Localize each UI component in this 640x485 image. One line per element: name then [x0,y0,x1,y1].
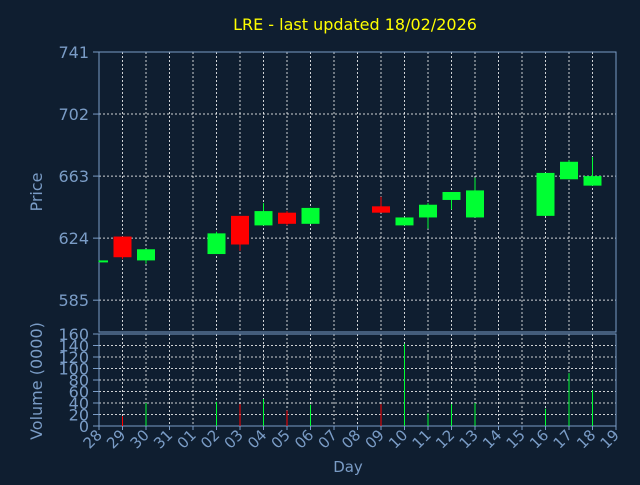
candle-body [113,236,132,258]
x-tick-label: 04 [244,426,270,452]
volume-tick-label: 120 [58,348,89,367]
candle-body [278,212,296,224]
x-tick-label: 14 [479,426,505,452]
chart-title: LRE - last updated 18/02/2026 [233,15,477,34]
x-tick-label: 17 [550,426,576,452]
x-axis-label: Day [333,458,363,476]
candle-body [395,217,414,226]
candle-body [560,161,578,180]
x-tick-label: 05 [268,426,294,452]
price-tick-label: 624 [58,229,89,248]
x-tick-label: 06 [291,426,317,452]
x-tick-label: 10 [385,426,411,452]
price-tick-label: 702 [58,105,89,124]
x-tick-label: 31 [150,426,176,452]
price-tick-label: 663 [58,167,89,186]
x-tick-label: 01 [174,426,200,452]
volume-tick-label: 40 [69,394,89,413]
x-tick-label: 03 [221,426,247,452]
candle-body [536,172,555,216]
x-tick-label: 19 [597,426,623,452]
candle-body [466,190,484,218]
candle-body [207,233,226,255]
volume-tick-label: 80 [69,371,89,390]
x-tick-label: 08 [338,426,364,452]
price-plot-frame [98,51,617,333]
price-tick-label: 585 [58,291,89,310]
x-tick-label: 13 [456,426,482,452]
candle-body [442,192,461,200]
x-tick-label: 16 [526,426,552,452]
volume-tick-label: 60 [69,383,89,402]
volume-tick-label: 100 [58,360,89,379]
x-axis-ticks: 2829303101020304050607080910111213141516… [80,426,623,452]
x-tick-label: 30 [127,426,153,452]
price-tick-label: 741 [58,43,89,62]
candle-body [137,249,155,261]
x-tick-label: 11 [409,426,435,452]
volume-tick-label: 160 [58,325,89,344]
price-panel: 741 702 663 624 585 [58,43,617,333]
volume-tick-label: 0 [79,417,89,436]
x-tick-label: 18 [573,426,599,452]
x-tick-label: 02 [197,426,223,452]
x-tick-label: 29 [103,426,129,452]
candle-body [419,204,437,218]
candle-body [99,260,108,263]
candle-body [254,211,273,226]
x-tick-label: 07 [315,426,341,452]
candle-body [301,207,320,224]
price-axis-label: Price [27,172,46,211]
candle-body [231,215,249,245]
volume-tick-label: 20 [69,406,89,425]
candle-body [583,176,602,186]
volume-axis-label: Volume (0000) [27,322,46,440]
x-tick-label: 15 [503,426,529,452]
x-tick-label: 09 [362,426,388,452]
volume-tick-label: 140 [58,337,89,356]
candle-body [372,206,390,213]
x-tick-label: 12 [432,426,458,452]
